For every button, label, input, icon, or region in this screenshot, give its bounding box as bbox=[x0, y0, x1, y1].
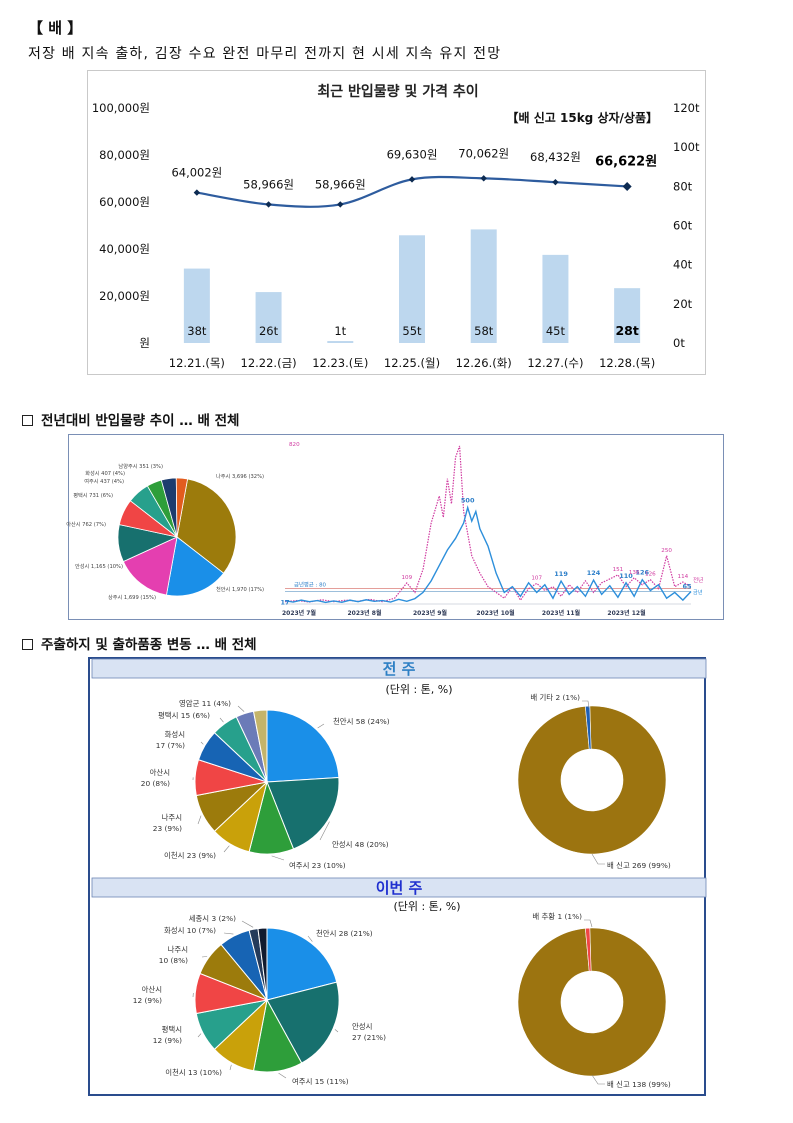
this-week-variety-leader bbox=[584, 920, 592, 927]
prev-week-origin-leader bbox=[201, 742, 203, 744]
this-week-origin-label: 여주시 15 (11%) bbox=[292, 1077, 349, 1086]
prev-week-variety-segment bbox=[518, 706, 666, 854]
this-week-origin-label: 12 (9%) bbox=[153, 1036, 182, 1045]
prev-week-origin-label: 이천시 23 (9%) bbox=[164, 851, 216, 860]
prev-week-origin-label: 영암군 11 (4%) bbox=[179, 699, 231, 708]
this-week-origin-label: 천안시 28 (21%) bbox=[316, 929, 373, 938]
this-week-variety-segment bbox=[518, 928, 666, 1076]
prev-week-origin-label: 여주시 23 (10%) bbox=[289, 861, 346, 870]
prev-week-origin-label: 17 (7%) bbox=[156, 741, 185, 750]
unit-label: (단위 : 톤, %) bbox=[385, 683, 452, 696]
prev-week-origin-slice bbox=[267, 710, 339, 782]
prev-week-origin-label: 안성시 48 (20%) bbox=[332, 840, 389, 849]
prev-week-variety-label: 배 신고 269 (99%) bbox=[607, 861, 671, 870]
this-week-origin-label: 12 (9%) bbox=[133, 996, 162, 1005]
this-week-title: 이번 주 bbox=[376, 879, 423, 897]
this-week-origin-leader bbox=[279, 1073, 286, 1078]
this-week-origin-leader bbox=[242, 921, 253, 927]
prev-week-origin-label: 화성시 bbox=[165, 730, 185, 739]
this-week-origin-label: 아산시 bbox=[142, 985, 162, 994]
prev-week-variety-label: 배 기타 2 (1%) bbox=[530, 693, 580, 702]
this-week-origin-leader bbox=[335, 1029, 338, 1032]
prev-week-origin-label: 20 (8%) bbox=[141, 779, 170, 788]
this-week-variety-label: 배 추황 1 (1%) bbox=[532, 912, 582, 921]
prev-week-origin-leader bbox=[238, 706, 244, 712]
prev-week-variety-leader bbox=[592, 854, 605, 864]
this-week-origin-label: 안성시 bbox=[352, 1022, 372, 1031]
this-week-variety-label: 배 신고 138 (99%) bbox=[607, 1080, 671, 1089]
prev-week-origin-label: 23 (9%) bbox=[153, 824, 182, 833]
prev-week-origin-leader bbox=[220, 718, 224, 722]
prev-week-origin-label: 천안시 58 (24%) bbox=[333, 717, 390, 726]
prev-week-origin-leader bbox=[198, 816, 201, 824]
prev-week-origin-leader bbox=[318, 724, 324, 728]
this-week-origin-leader bbox=[224, 933, 233, 934]
this-week-origin-label: 세종시 3 (2%) bbox=[189, 914, 236, 923]
unit-label: (단위 : 톤, %) bbox=[393, 900, 460, 913]
prev-week-origin-leader bbox=[224, 846, 229, 852]
prev-week-title: 전 주 bbox=[383, 660, 416, 678]
prev-week-origin-label: 아산시 bbox=[150, 768, 170, 777]
this-week-origin-leader bbox=[230, 1065, 231, 1070]
this-week-origin-label: 화성시 10 (7%) bbox=[164, 926, 216, 935]
this-week-origin-label: 이천시 13 (10%) bbox=[165, 1068, 222, 1077]
this-week-origin-label: 나주시 bbox=[168, 945, 188, 954]
prev-week-origin-leader bbox=[272, 856, 284, 860]
this-week-origin-label: 27 (21%) bbox=[352, 1033, 386, 1042]
this-week-variety-leader bbox=[592, 1075, 605, 1084]
this-week-origin-label: 평택시 bbox=[162, 1025, 182, 1034]
this-week-origin-leader bbox=[198, 1034, 201, 1037]
prev-week-origin-label: 나주시 bbox=[162, 813, 182, 822]
prev-week-origin-label: 평택시 15 (6%) bbox=[158, 711, 210, 720]
this-week-origin-label: 10 (8%) bbox=[159, 956, 188, 965]
